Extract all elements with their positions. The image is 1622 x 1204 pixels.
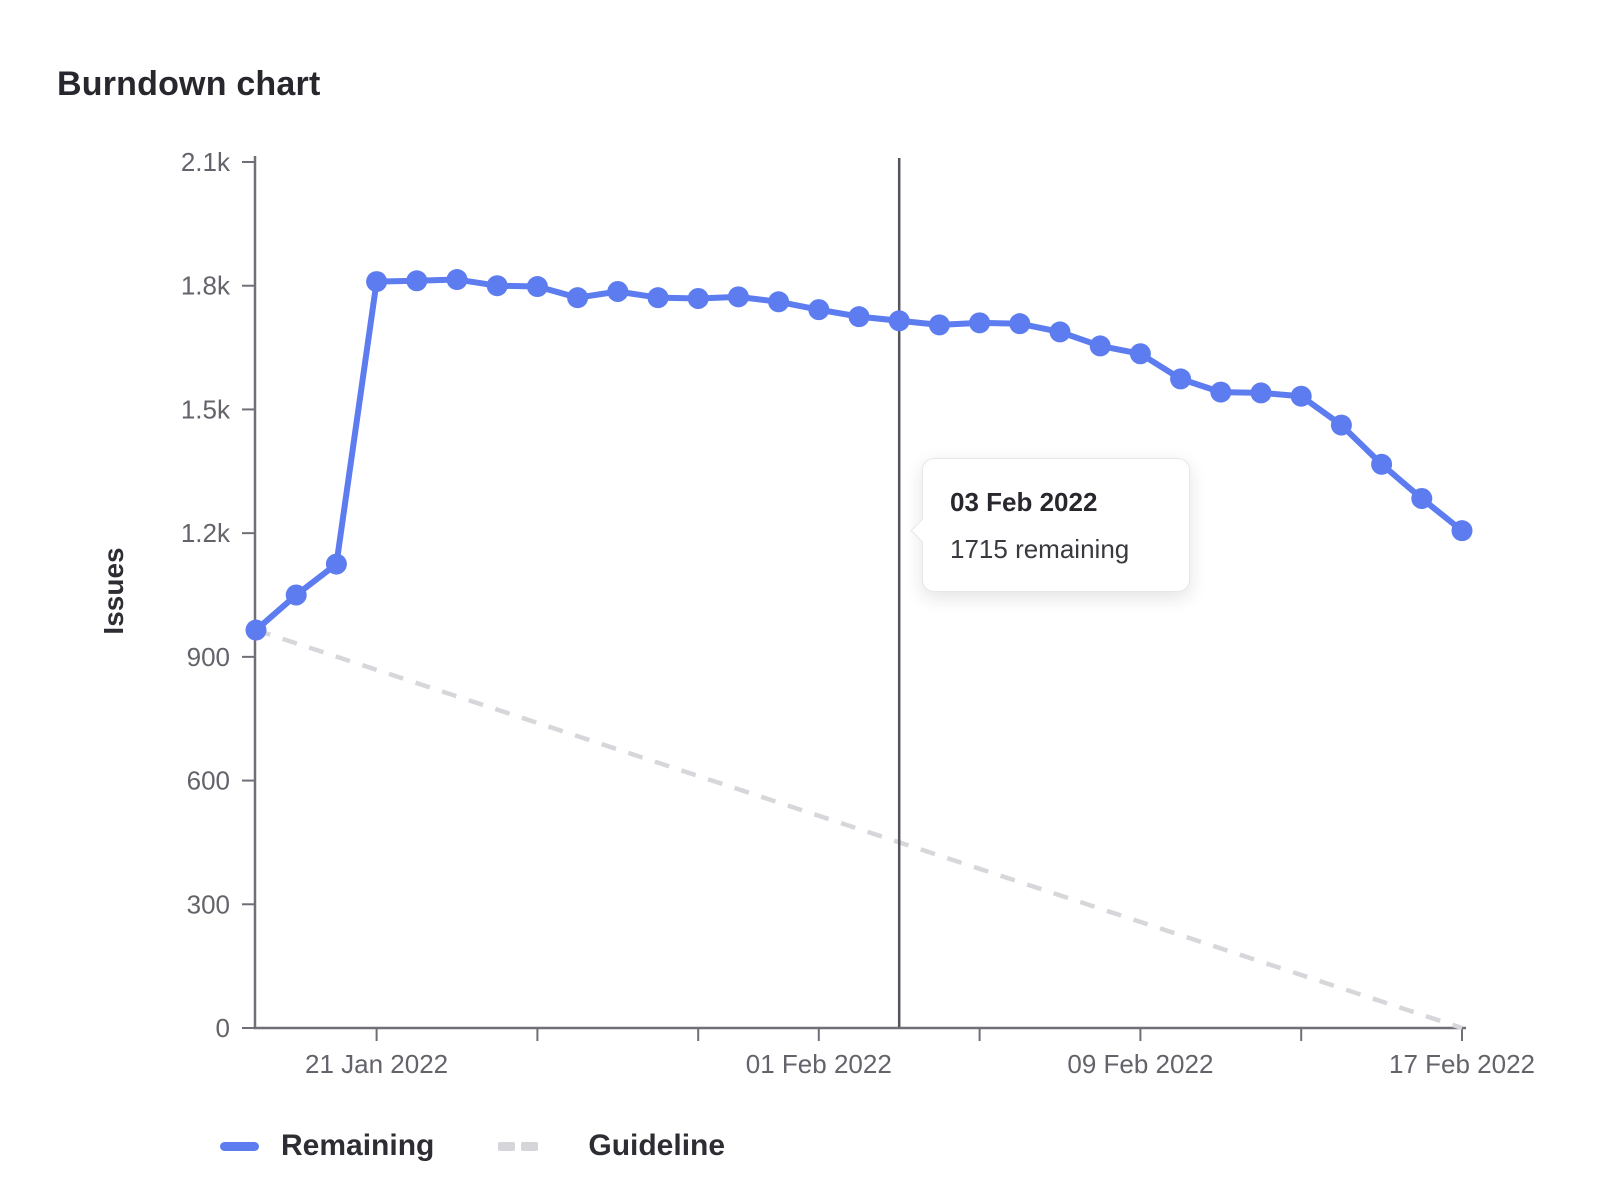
data-point[interactable] — [406, 270, 428, 292]
data-point[interactable] — [888, 310, 910, 332]
tooltip-date: 03 Feb 2022 — [950, 487, 1098, 517]
data-point[interactable] — [928, 314, 950, 336]
tooltip-value: 1715 remaining — [950, 534, 1130, 564]
data-point[interactable] — [1009, 313, 1031, 335]
guideline-dash-swatch-icon — [498, 1141, 539, 1151]
data-point[interactable] — [1170, 368, 1192, 390]
data-point[interactable] — [768, 291, 790, 313]
data-point[interactable] — [567, 287, 589, 309]
data-point[interactable] — [848, 306, 870, 328]
y-tick-label: 1.2k — [181, 518, 231, 548]
data-point[interactable] — [647, 287, 669, 309]
y-tick-label: 2.1k — [181, 147, 231, 177]
data-point[interactable] — [526, 276, 548, 298]
data-point[interactable] — [325, 553, 347, 575]
data-point[interactable] — [285, 584, 307, 606]
legend-item-remaining[interactable]: Remaining — [220, 1129, 434, 1163]
y-axis-title: Issues — [98, 547, 129, 635]
data-point[interactable] — [1290, 385, 1312, 407]
remaining-line-swatch-icon — [220, 1141, 259, 1151]
data-point[interactable] — [1250, 382, 1272, 404]
data-point[interactable] — [1371, 453, 1393, 475]
remaining-line — [253, 276, 1465, 634]
data-point[interactable] — [808, 299, 830, 321]
data-point[interactable] — [1210, 381, 1232, 403]
data-point[interactable] — [366, 271, 388, 293]
x-tick-label: 09 Feb 2022 — [1067, 1049, 1213, 1079]
data-point[interactable] — [1049, 321, 1071, 343]
data-point[interactable] — [245, 619, 267, 641]
data-point[interactable] — [1330, 414, 1352, 436]
chart-tooltip: 03 Feb 2022 1715 remaining — [910, 458, 1190, 592]
data-point[interactable] — [1129, 343, 1151, 365]
data-point[interactable] — [486, 275, 508, 297]
legend-label-remaining: Remaining — [281, 1129, 435, 1162]
x-tick-label: 01 Feb 2022 — [746, 1049, 892, 1079]
data-point[interactable] — [687, 287, 709, 309]
data-point[interactable] — [727, 286, 749, 308]
data-point[interactable] — [1451, 520, 1473, 542]
y-tick-label: 0 — [216, 1013, 230, 1043]
x-tick-label: 21 Jan 2022 — [305, 1049, 448, 1079]
chart-legend: Remaining Guideline — [220, 1126, 725, 1166]
data-point[interactable] — [607, 280, 629, 302]
legend-label-guideline: Guideline — [588, 1129, 726, 1162]
page-title: Burndown chart — [57, 64, 321, 103]
x-tick-label: 17 Feb 2022 — [1389, 1049, 1535, 1079]
data-point[interactable] — [1411, 488, 1433, 510]
y-tick-label: 900 — [187, 642, 230, 672]
y-tick-label: 1.8k — [181, 271, 231, 301]
y-tick-label: 600 — [187, 766, 230, 796]
y-tick-label: 300 — [187, 889, 230, 919]
data-point[interactable] — [1089, 335, 1111, 357]
data-point[interactable] — [446, 269, 468, 291]
data-point[interactable] — [969, 312, 991, 334]
y-tick-label: 1.5k — [181, 394, 231, 424]
legend-item-guideline[interactable]: Guideline — [498, 1129, 725, 1163]
guideline-line — [255, 627, 1463, 1031]
